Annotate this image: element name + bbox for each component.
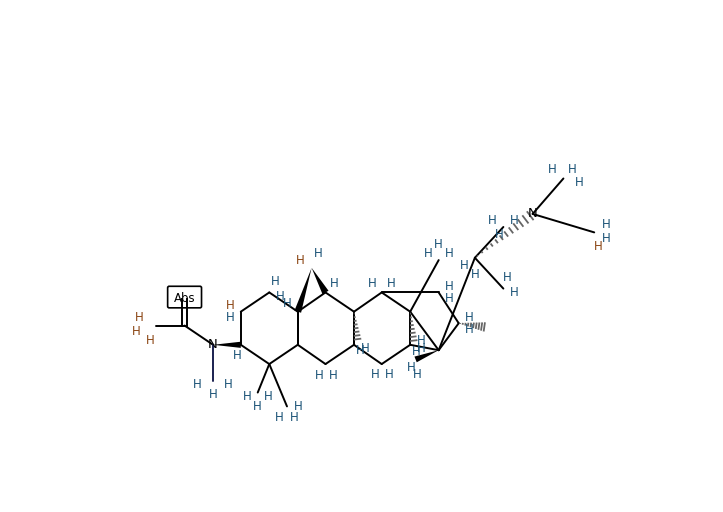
Text: H: H xyxy=(445,292,454,305)
Text: Abs: Abs xyxy=(174,292,195,305)
Text: H: H xyxy=(371,368,380,381)
FancyBboxPatch shape xyxy=(168,286,202,308)
Text: H: H xyxy=(416,334,425,348)
Text: H: H xyxy=(594,240,602,253)
Text: H: H xyxy=(602,218,611,231)
Text: H: H xyxy=(424,247,432,261)
Text: N: N xyxy=(528,207,537,220)
Text: H: H xyxy=(465,311,474,324)
Text: H: H xyxy=(253,400,262,413)
Text: H: H xyxy=(330,276,339,290)
Text: H: H xyxy=(209,388,218,401)
Text: H: H xyxy=(313,247,322,261)
Text: H: H xyxy=(296,253,304,267)
Text: H: H xyxy=(233,349,241,362)
Text: H: H xyxy=(488,215,497,227)
Text: H: H xyxy=(385,368,394,381)
Text: H: H xyxy=(435,238,443,251)
Text: H: H xyxy=(243,390,252,403)
Text: H: H xyxy=(275,411,283,424)
Text: H: H xyxy=(502,271,512,284)
Text: H: H xyxy=(134,311,144,324)
Text: H: H xyxy=(465,323,474,336)
Text: H: H xyxy=(510,286,518,299)
Text: H: H xyxy=(193,378,202,391)
Text: H: H xyxy=(294,400,302,413)
Text: H: H xyxy=(445,280,454,293)
Text: H: H xyxy=(329,369,338,382)
Text: H: H xyxy=(471,268,479,281)
Text: H: H xyxy=(387,276,395,290)
Text: H: H xyxy=(315,369,324,382)
Text: H: H xyxy=(275,290,284,303)
Text: H: H xyxy=(407,360,416,374)
Text: H: H xyxy=(575,176,583,189)
Text: H: H xyxy=(291,411,299,424)
Text: H: H xyxy=(356,344,364,357)
Text: H: H xyxy=(548,163,557,176)
Text: H: H xyxy=(132,325,140,338)
Text: H: H xyxy=(226,299,234,312)
Text: H: H xyxy=(602,232,611,245)
Text: H: H xyxy=(510,215,518,227)
Text: H: H xyxy=(226,311,234,324)
Polygon shape xyxy=(414,350,439,362)
Text: H: H xyxy=(495,228,504,241)
Polygon shape xyxy=(213,342,241,348)
Text: N: N xyxy=(208,338,218,351)
Text: H: H xyxy=(360,342,369,355)
Text: H: H xyxy=(460,259,469,272)
Text: H: H xyxy=(445,247,454,261)
Text: H: H xyxy=(224,378,233,391)
Text: H: H xyxy=(283,297,291,310)
Text: H: H xyxy=(412,345,421,358)
Polygon shape xyxy=(312,268,328,294)
Polygon shape xyxy=(294,268,312,313)
Text: H: H xyxy=(416,342,425,355)
Text: H: H xyxy=(368,276,377,290)
Text: H: H xyxy=(413,368,422,381)
Text: H: H xyxy=(568,163,577,176)
Text: H: H xyxy=(271,275,280,288)
Text: H: H xyxy=(264,390,273,403)
Text: H: H xyxy=(145,334,154,348)
